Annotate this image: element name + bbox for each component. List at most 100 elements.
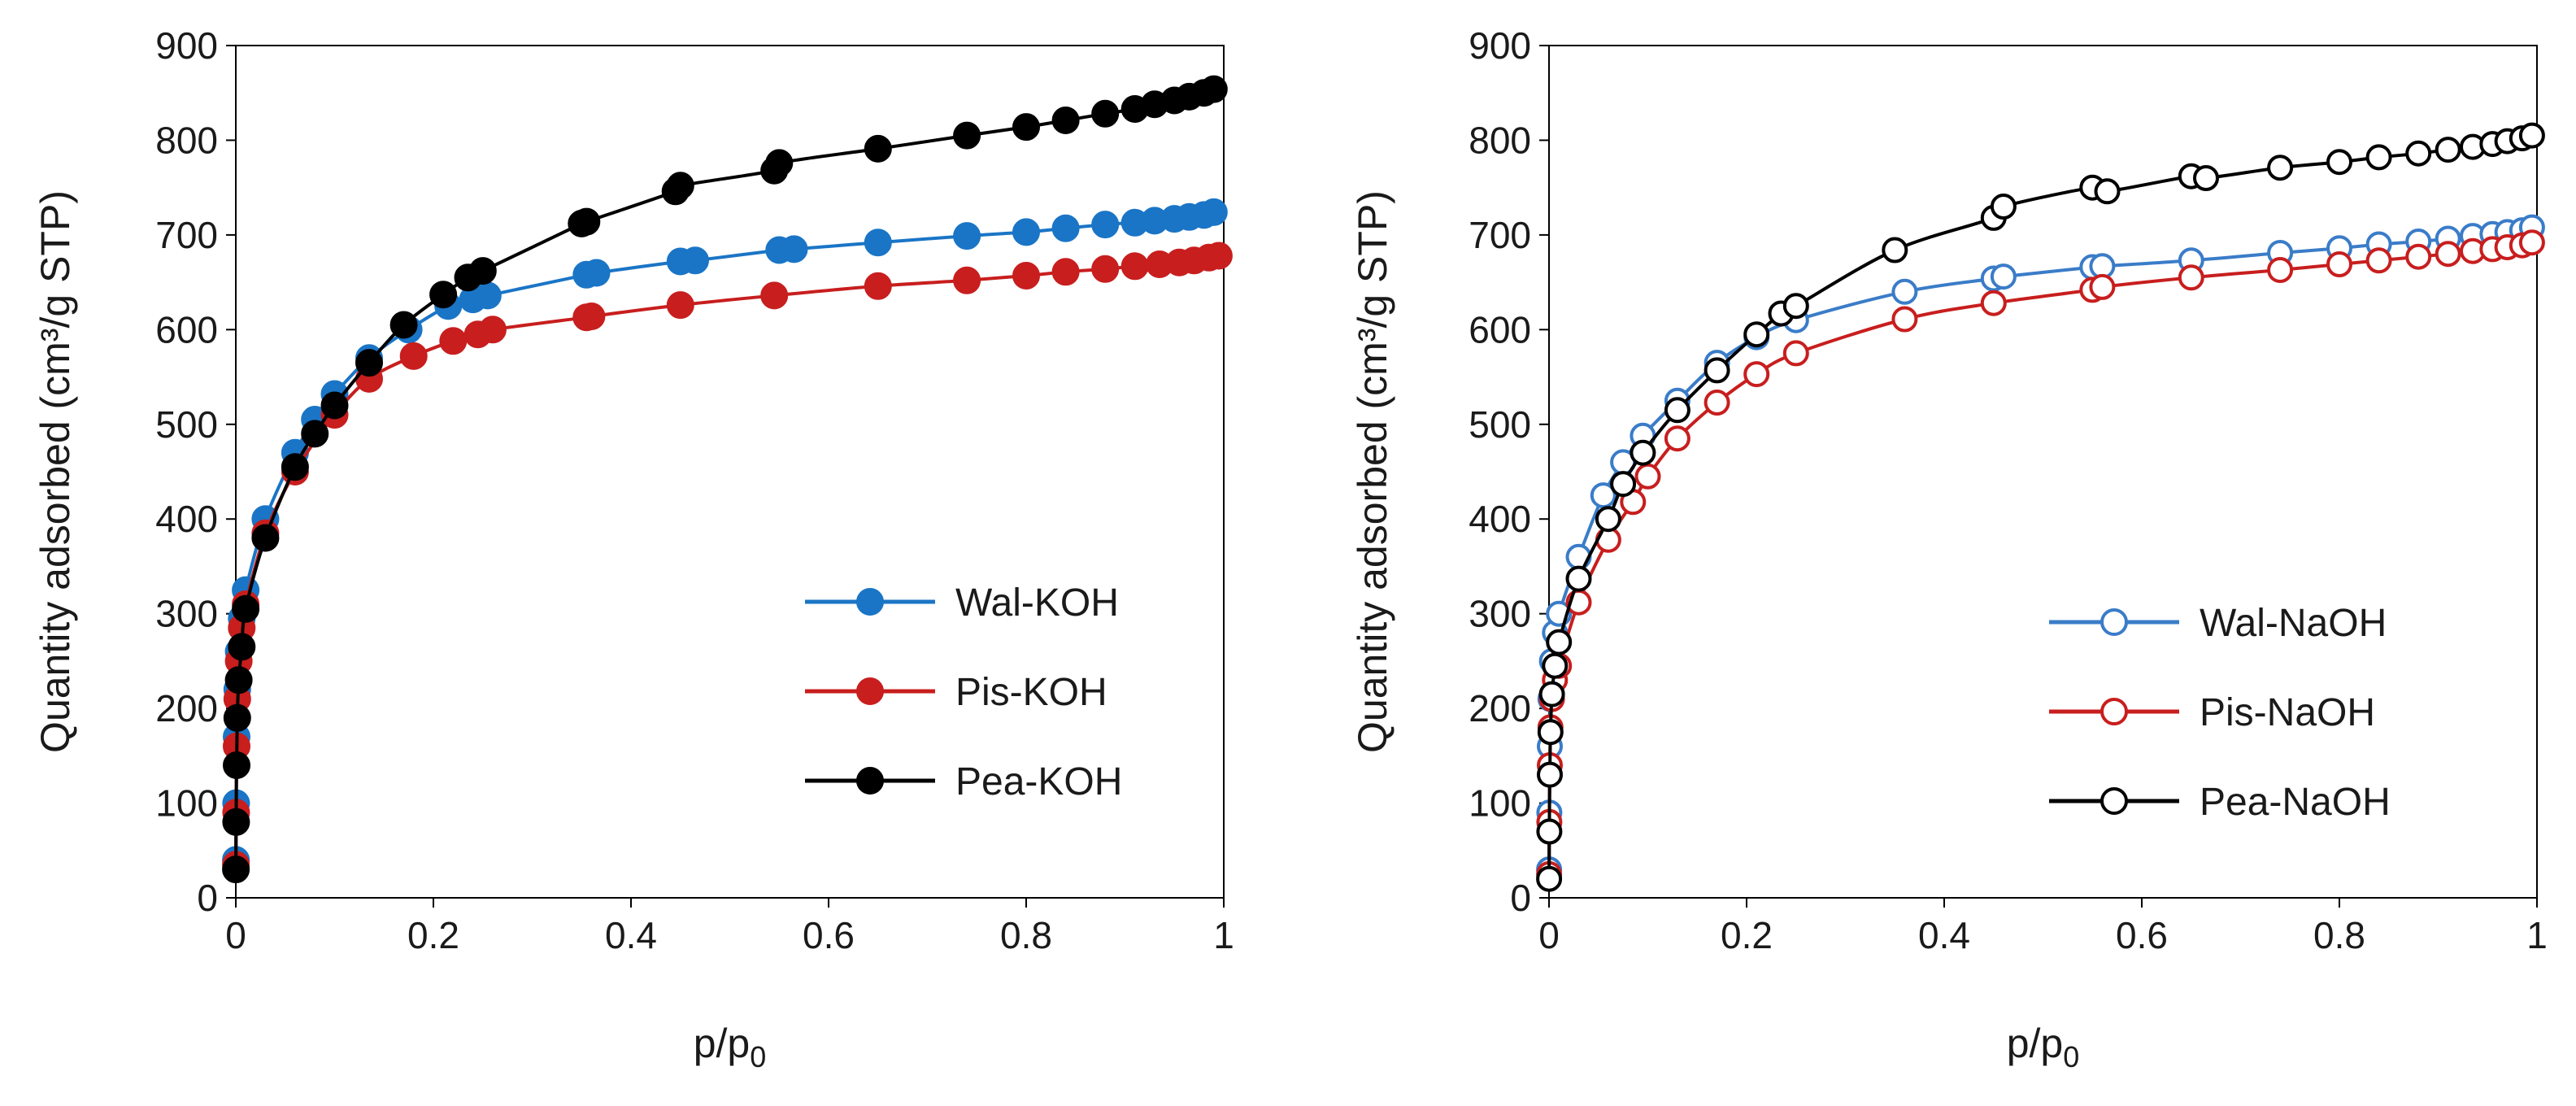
x-tick-label: 0.6 — [2116, 914, 2168, 956]
data-point — [301, 420, 329, 448]
data-point — [1537, 761, 1563, 788]
y-tick-label: 700 — [1469, 214, 1531, 256]
series-line — [1547, 241, 2533, 874]
data-point — [864, 229, 892, 257]
data-point — [223, 703, 251, 732]
data-point — [2405, 243, 2432, 270]
data-point — [1630, 439, 1656, 466]
y-axis-title: Quantity adsorbed (cm³/g STP) — [1350, 190, 1395, 753]
data-point — [1891, 306, 1918, 333]
y-tick-label: 800 — [1469, 119, 1531, 161]
data-point — [582, 259, 611, 287]
legend-label: Pis-NaOH — [2200, 691, 2375, 734]
data-point — [1536, 865, 1563, 892]
data-point — [355, 349, 383, 377]
data-point — [2518, 122, 2545, 149]
x-tick-label: 0.4 — [1918, 914, 1970, 956]
plot-frame — [1548, 45, 2538, 899]
x-tick-label: 0.4 — [605, 914, 657, 956]
y-tick-label: 900 — [1469, 24, 1531, 67]
data-point — [2435, 241, 2461, 268]
data-point — [1091, 255, 1120, 283]
x-tick-label: 0 — [225, 914, 246, 956]
data-point — [228, 633, 256, 661]
data-point — [1565, 565, 1592, 592]
y-tick-label: 700 — [155, 214, 218, 256]
data-point — [2518, 229, 2545, 256]
data-point — [666, 172, 694, 200]
legend-marker — [2100, 608, 2128, 636]
data-point — [2365, 144, 2392, 171]
series-wal-naoh — [1536, 214, 2545, 883]
data-point — [1091, 99, 1120, 128]
data-point — [2094, 178, 2121, 205]
data-point — [1990, 194, 2017, 220]
legend-marker — [2100, 787, 2128, 815]
data-point — [1120, 252, 1149, 281]
data-point — [1590, 482, 1617, 509]
x-tick-label: 0.8 — [2313, 914, 2365, 956]
legend-label: Wal-NaOH — [2200, 602, 2387, 645]
data-point — [1782, 293, 1809, 320]
legend-marker — [856, 588, 884, 616]
data-point — [577, 303, 606, 330]
data-point — [1542, 652, 1569, 679]
data-point — [1743, 321, 1770, 348]
data-point — [2089, 273, 2116, 300]
data-point — [1012, 262, 1040, 290]
data-point — [251, 524, 280, 552]
data-point — [2435, 137, 2461, 163]
data-point — [1091, 211, 1120, 239]
y-tick-label: 200 — [1469, 687, 1531, 729]
data-point — [2267, 257, 2294, 283]
y-tick-label: 800 — [155, 119, 218, 161]
data-point — [953, 222, 981, 250]
series-line — [1547, 225, 2533, 870]
data-point — [2267, 155, 2294, 181]
y-tick-label: 0 — [197, 877, 218, 919]
series-pea-koh — [222, 75, 1228, 884]
data-point — [1782, 340, 1809, 367]
data-point — [765, 149, 794, 177]
data-point — [281, 453, 309, 481]
koh-isotherm-chart: 0 100 200 300 400 500 600 700 800 900 0 0.2 0.4 0.6 0.… — [33, 24, 1234, 1073]
y-tick-label: 400 — [155, 498, 218, 540]
data-point — [232, 594, 260, 623]
data-point — [2193, 165, 2219, 191]
legend-label: Pea-KOH — [955, 760, 1122, 803]
y-tick-label: 900 — [155, 24, 218, 67]
data-point — [572, 207, 601, 236]
y-tick-label: 300 — [155, 593, 218, 635]
legend-marker — [2100, 698, 2128, 725]
naoh-isotherm-chart: 0 100 200 300 400 500 600 700 800 900 0 0.2 0.4 0.6 0.… — [1350, 24, 2548, 1073]
x-tick-label: 0.2 — [407, 914, 459, 956]
data-point — [1664, 397, 1690, 424]
data-point — [1990, 263, 2017, 290]
data-point — [2178, 264, 2204, 291]
y-tick-label: 100 — [1469, 782, 1531, 825]
y-tick-label: 600 — [1469, 308, 1531, 351]
plot-frame — [235, 45, 1225, 899]
data-point — [222, 808, 250, 836]
data-point — [439, 327, 468, 355]
series-pis-naoh — [1536, 229, 2545, 887]
data-point — [223, 751, 250, 779]
legend: Wal-NaOH Pis-NaOH Pea-NaOH — [2049, 602, 2391, 824]
data-point — [2326, 251, 2352, 277]
y-tick-label: 100 — [155, 782, 218, 825]
x-axis-title: p/p0 — [2007, 1021, 2080, 1073]
legend-label: Pea-NaOH — [2200, 781, 2391, 824]
y-axis-title: Quantity adsorbed (cm³/g STP) — [33, 190, 78, 753]
data-point — [429, 281, 458, 309]
y-tick-label: 400 — [1469, 498, 1531, 540]
data-point — [478, 316, 507, 344]
data-point — [1012, 113, 1040, 142]
y-tick-label: 300 — [1469, 593, 1531, 635]
data-point — [953, 121, 981, 150]
data-point — [1704, 390, 1730, 416]
data-point — [864, 272, 892, 300]
data-point — [1012, 218, 1040, 246]
data-point — [1204, 242, 1233, 270]
data-point — [1634, 463, 1661, 490]
